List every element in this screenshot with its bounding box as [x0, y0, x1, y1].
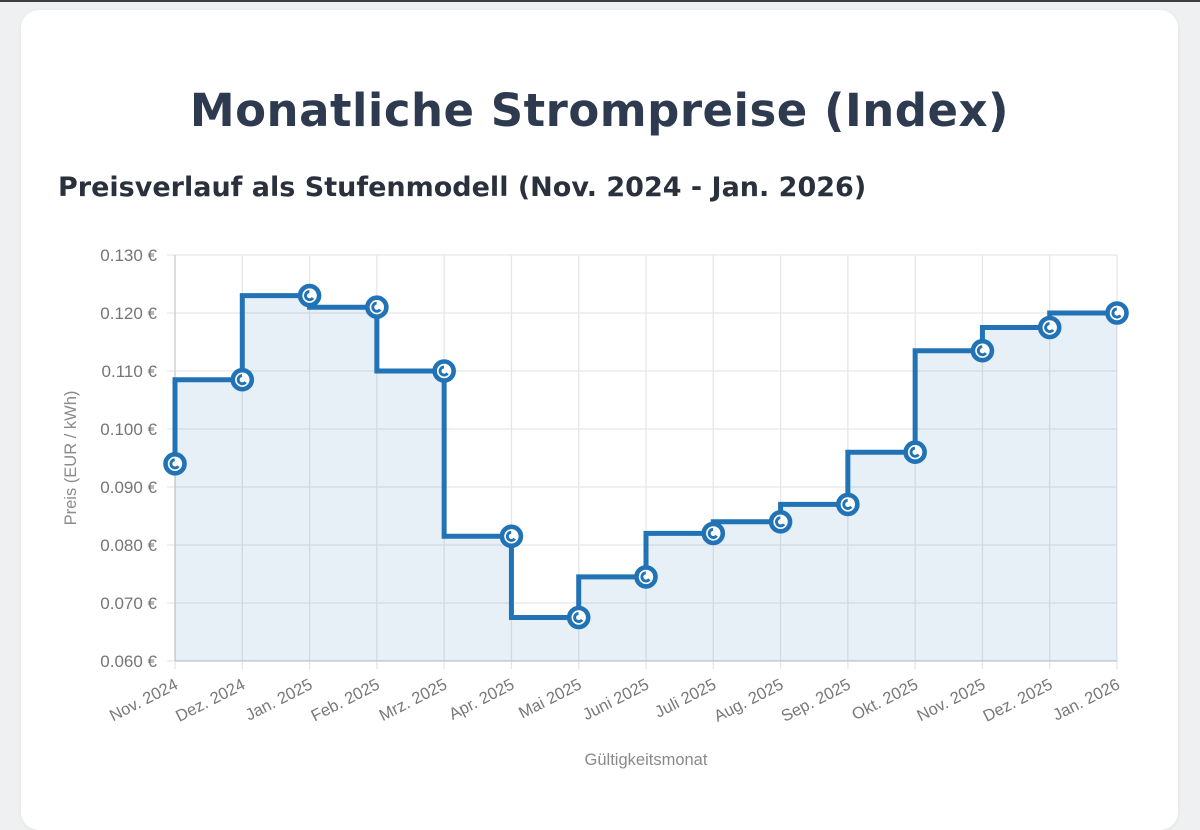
x-tick-label: Apr. 2025: [446, 676, 517, 724]
data-point-marker-inner-arc: [976, 345, 988, 357]
data-point-marker[interactable]: [970, 338, 995, 363]
x-tick-label: Jan. 2025: [243, 676, 316, 725]
data-point-marker-inner-arc: [842, 498, 854, 510]
y-tick-label: 0.100 €: [100, 420, 157, 439]
data-point-marker-inner-arc: [573, 611, 585, 624]
data-point-marker[interactable]: [230, 367, 255, 392]
data-point-marker[interactable]: [432, 359, 456, 383]
data-point-marker[interactable]: [836, 492, 860, 517]
y-axis-title: Preis (EUR / kWh): [62, 391, 80, 526]
y-tick-label: 0.080 €: [100, 536, 157, 555]
x-axis-title: Gültigkeitsmonat: [585, 751, 708, 769]
data-point-marker[interactable]: [701, 521, 726, 546]
data-point-marker-inner-arc: [1111, 307, 1123, 319]
x-tick-label: Juni 2025: [580, 676, 652, 725]
data-point-marker-inner-arc: [371, 301, 383, 313]
x-tick-label: Aug. 2025: [711, 676, 786, 726]
y-tick-label: 0.060 €: [100, 652, 157, 671]
data-point-marker-inner-arc: [775, 516, 787, 528]
chart-card: [21, 10, 1178, 830]
y-tick-label: 0.070 €: [100, 594, 157, 613]
area-fill: [175, 295, 1117, 661]
data-point-marker-inner-arc: [169, 458, 181, 470]
data-point-marker[interactable]: [297, 283, 322, 308]
data-point-marker[interactable]: [1105, 301, 1129, 325]
data-point-marker[interactable]: [768, 509, 793, 534]
data-point-marker[interactable]: [1037, 315, 1062, 340]
data-point-marker-inner-arc: [909, 446, 921, 458]
data-point-marker-inner-arc: [236, 374, 248, 386]
data-point-marker-inner-arc: [505, 530, 517, 542]
x-tick-label: Juli 2025: [652, 676, 719, 722]
x-tick-label: Nov. 2025: [914, 676, 988, 726]
chart-title: Monatliche Strompreise (Index): [189, 84, 1010, 137]
data-point-marker[interactable]: [365, 295, 389, 320]
x-tick-label: Jan. 2026: [1050, 676, 1123, 725]
y-tick-label: 0.090 €: [100, 478, 157, 497]
data-point-marker-inner-arc: [304, 290, 316, 302]
x-tick-label: Sep. 2025: [778, 676, 853, 726]
data-point-marker-inner-arc: [640, 571, 652, 583]
y-tick-label: 0.130 €: [100, 246, 157, 265]
x-tick-label: Mai 2025: [516, 676, 585, 723]
data-point-marker-inner-arc: [438, 365, 450, 377]
data-point-marker-inner-arc: [707, 527, 719, 539]
x-tick-label: Mrz. 2025: [376, 676, 450, 725]
data-point-marker[interactable]: [634, 565, 658, 589]
x-tick-label: Nov. 2024: [107, 676, 181, 726]
x-tick-label: Feb. 2025: [308, 676, 382, 726]
data-point-marker[interactable]: [499, 524, 524, 549]
x-tick-label: Okt. 2025: [849, 676, 921, 725]
y-tick-label: 0.120 €: [100, 304, 157, 323]
x-tick-label: Dez. 2025: [980, 676, 1055, 726]
data-point-marker[interactable]: [903, 440, 927, 465]
data-point-marker[interactable]: [163, 451, 187, 476]
window-top-edge: [0, 0, 1200, 2]
chart-subtitle: Preisverlauf als Stufenmodell (Nov. 2024…: [58, 172, 867, 203]
y-tick-label: 0.110 €: [102, 362, 158, 381]
data-point-marker-inner-arc: [1044, 321, 1056, 334]
x-tick-label: Dez. 2024: [173, 676, 248, 726]
data-point-marker[interactable]: [566, 605, 591, 630]
